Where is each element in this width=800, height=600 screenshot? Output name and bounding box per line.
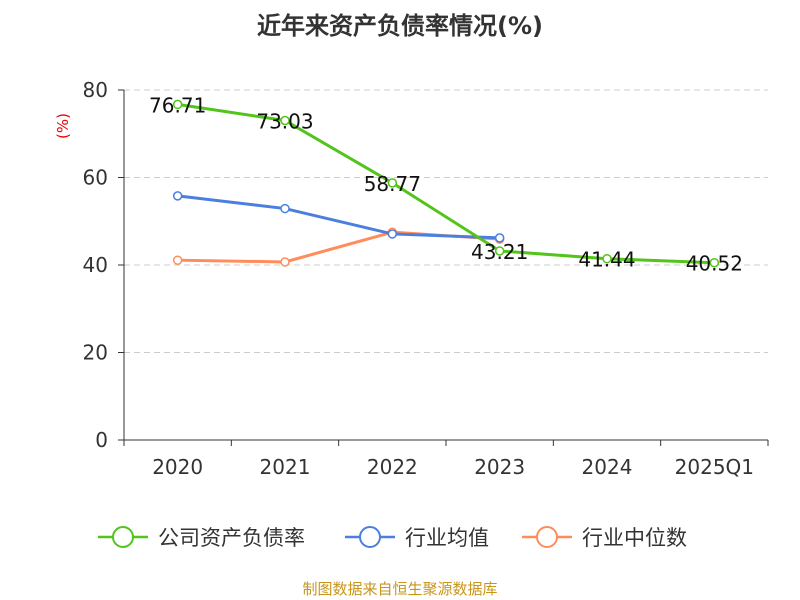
x-tick-label: 2021	[260, 455, 311, 479]
data-point	[172, 191, 183, 201]
data-point	[280, 203, 290, 214]
y-axis-label: (%)	[54, 113, 72, 139]
data-label: 73.03	[256, 109, 313, 133]
data-point	[280, 115, 290, 126]
data-point	[494, 233, 505, 243]
data-point	[602, 253, 612, 264]
y-tick-label: 60	[83, 166, 108, 190]
data-label: 41.44	[578, 248, 635, 272]
series-line	[177, 194, 500, 240]
data-point	[387, 229, 398, 239]
x-tick-label: 2022	[367, 455, 418, 479]
series-line	[177, 102, 715, 265]
data-point	[494, 246, 505, 256]
data-point	[172, 255, 183, 265]
legend-marker	[112, 526, 134, 548]
chart-title: 近年来资产负债率情况(%)	[257, 12, 543, 40]
x-tick-label: 2020	[152, 455, 203, 479]
legend-marker	[359, 526, 381, 548]
x-tick-label: 2025Q1	[675, 455, 754, 479]
y-tick-label: 20	[83, 341, 108, 365]
y-tick-label: 40	[83, 253, 108, 277]
y-tick-label: 80	[83, 78, 108, 102]
x-tick-label: 2024	[582, 455, 633, 479]
data-point	[387, 178, 398, 188]
x-tick-label: 2023	[474, 455, 525, 479]
y-tick-label: 0	[95, 428, 108, 452]
data-point	[709, 257, 720, 268]
data-label: 76.71	[149, 93, 206, 117]
data-point	[172, 99, 183, 110]
legend-label: 行业中位数	[582, 526, 687, 550]
legend-marker	[536, 526, 558, 548]
data-label: 58.77	[364, 172, 421, 196]
source-note: 制图数据来自恒生聚源数据库	[302, 580, 498, 598]
data-label: 43.21	[471, 240, 528, 264]
data-label: 40.52	[686, 252, 743, 276]
legend-label: 行业均值	[405, 526, 489, 550]
data-point	[280, 257, 290, 267]
legend-label: 公司资产负债率	[158, 526, 305, 550]
